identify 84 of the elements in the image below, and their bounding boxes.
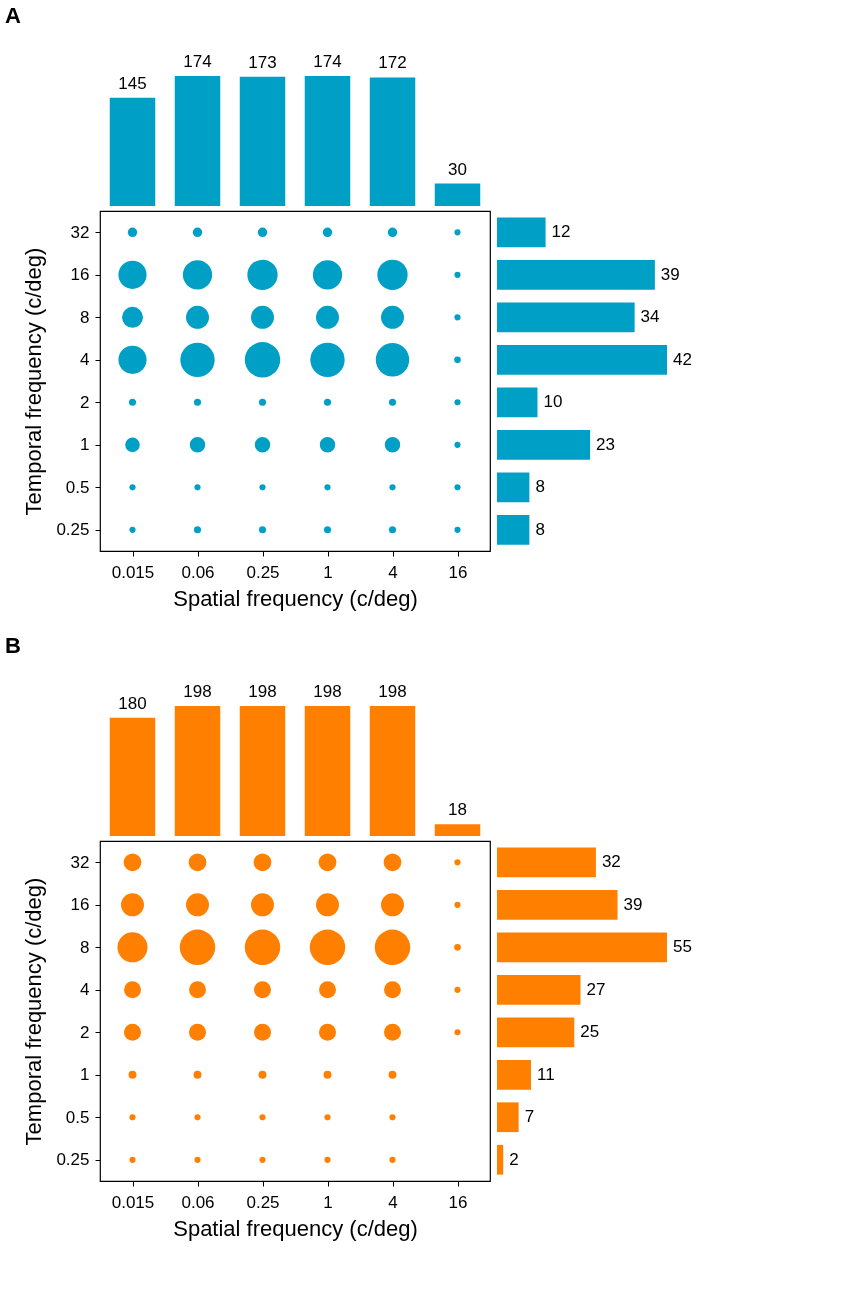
bar bbox=[369, 77, 416, 206]
data-label: 174 bbox=[313, 52, 342, 71]
x-tick-label: 1 bbox=[323, 562, 333, 582]
x-tick-label: 4 bbox=[388, 1192, 398, 1212]
x-tick-label: 16 bbox=[448, 562, 468, 582]
x-tick-label: 0.25 bbox=[246, 562, 280, 582]
data-label: 18 bbox=[448, 800, 467, 820]
y-tick-label: 16 bbox=[70, 265, 90, 285]
y-tick-label: 0.5 bbox=[65, 1107, 90, 1127]
bar bbox=[497, 974, 581, 1005]
y-tick-label: 0.25 bbox=[56, 1150, 90, 1170]
bar bbox=[239, 76, 286, 206]
y-axis-title: Temporal frequency (c/deg) bbox=[21, 877, 47, 1146]
data-label: 2 bbox=[509, 1149, 519, 1169]
data-label: 198 bbox=[378, 682, 407, 701]
bar bbox=[497, 429, 591, 460]
x-tick-label: 0.06 bbox=[181, 562, 215, 582]
data-label: 23 bbox=[596, 434, 616, 454]
data-label: 198 bbox=[183, 682, 212, 701]
y-tick-label: 8 bbox=[80, 307, 90, 327]
data-label: 7 bbox=[524, 1107, 535, 1127]
x-axis-title: Spatial frequency (c/deg) bbox=[173, 585, 418, 611]
data-label: 10 bbox=[543, 392, 563, 412]
y-tick-label: 1 bbox=[80, 1065, 90, 1085]
bar bbox=[497, 1059, 531, 1090]
y-tick-label: 16 bbox=[70, 895, 90, 915]
data-label: 12 bbox=[551, 222, 571, 242]
bar bbox=[497, 1144, 504, 1175]
x-tick-label: 16 bbox=[448, 1192, 468, 1212]
y-tick-label: 0.5 bbox=[65, 477, 90, 497]
data-label: 42 bbox=[673, 349, 692, 369]
y-tick-label: 8 bbox=[80, 937, 90, 957]
y-tick-label: 32 bbox=[70, 222, 90, 242]
data-label: 39 bbox=[660, 264, 680, 284]
y-tick-label: 2 bbox=[80, 1022, 90, 1042]
x-tick-label: 1 bbox=[323, 1192, 333, 1212]
data-label: 8 bbox=[535, 477, 545, 497]
bar bbox=[497, 932, 667, 963]
bar bbox=[497, 259, 655, 290]
data-label: 172 bbox=[378, 53, 407, 73]
data-label: 145 bbox=[118, 73, 147, 93]
y-axis-title: Temporal frequency (c/deg) bbox=[21, 247, 47, 516]
y-tick-label: 4 bbox=[80, 350, 90, 370]
x-tick-label: 0.06 bbox=[181, 1192, 215, 1212]
data-label: 174 bbox=[183, 52, 212, 71]
bar bbox=[497, 1102, 519, 1133]
data-label: 198 bbox=[313, 682, 342, 701]
bar bbox=[497, 1017, 575, 1048]
x-tick-label: 0.25 bbox=[246, 1192, 280, 1212]
x-axis-title: Spatial frequency (c/deg) bbox=[173, 1215, 418, 1241]
bar bbox=[497, 217, 546, 248]
bar bbox=[434, 183, 481, 206]
y-tick-label: 32 bbox=[70, 852, 90, 872]
data-label: 8 bbox=[535, 519, 545, 539]
bar bbox=[497, 344, 667, 375]
x-tick-label: 4 bbox=[388, 562, 398, 582]
data-label: 180 bbox=[118, 693, 147, 713]
y-tick-label: 0.25 bbox=[56, 520, 90, 540]
data-label: 11 bbox=[537, 1064, 555, 1084]
data-label: 34 bbox=[640, 307, 660, 327]
bar bbox=[497, 472, 530, 503]
bar bbox=[497, 889, 618, 920]
bar bbox=[304, 76, 351, 206]
data-label: 27 bbox=[586, 979, 606, 999]
bar bbox=[497, 847, 596, 878]
data-label: 25 bbox=[580, 1022, 600, 1042]
x-tick-label: 0.015 bbox=[111, 1192, 155, 1212]
bar bbox=[497, 302, 635, 333]
data-label: 173 bbox=[248, 52, 277, 72]
y-tick-label: 1 bbox=[80, 435, 90, 455]
x-tick-label: 0.015 bbox=[111, 562, 155, 582]
data-label: 30 bbox=[448, 159, 467, 179]
y-tick-label: 2 bbox=[80, 392, 90, 412]
bar bbox=[497, 387, 538, 418]
chart-title: A bbox=[5, 3, 21, 28]
y-tick-label: 4 bbox=[80, 980, 90, 1000]
bar bbox=[174, 76, 221, 206]
data-label: 198 bbox=[248, 682, 277, 701]
chart-title: B bbox=[5, 633, 21, 658]
bar bbox=[497, 514, 530, 545]
data-label: 32 bbox=[601, 852, 621, 872]
data-label: 39 bbox=[623, 894, 643, 914]
data-label: 55 bbox=[673, 937, 692, 957]
bar bbox=[109, 97, 156, 206]
